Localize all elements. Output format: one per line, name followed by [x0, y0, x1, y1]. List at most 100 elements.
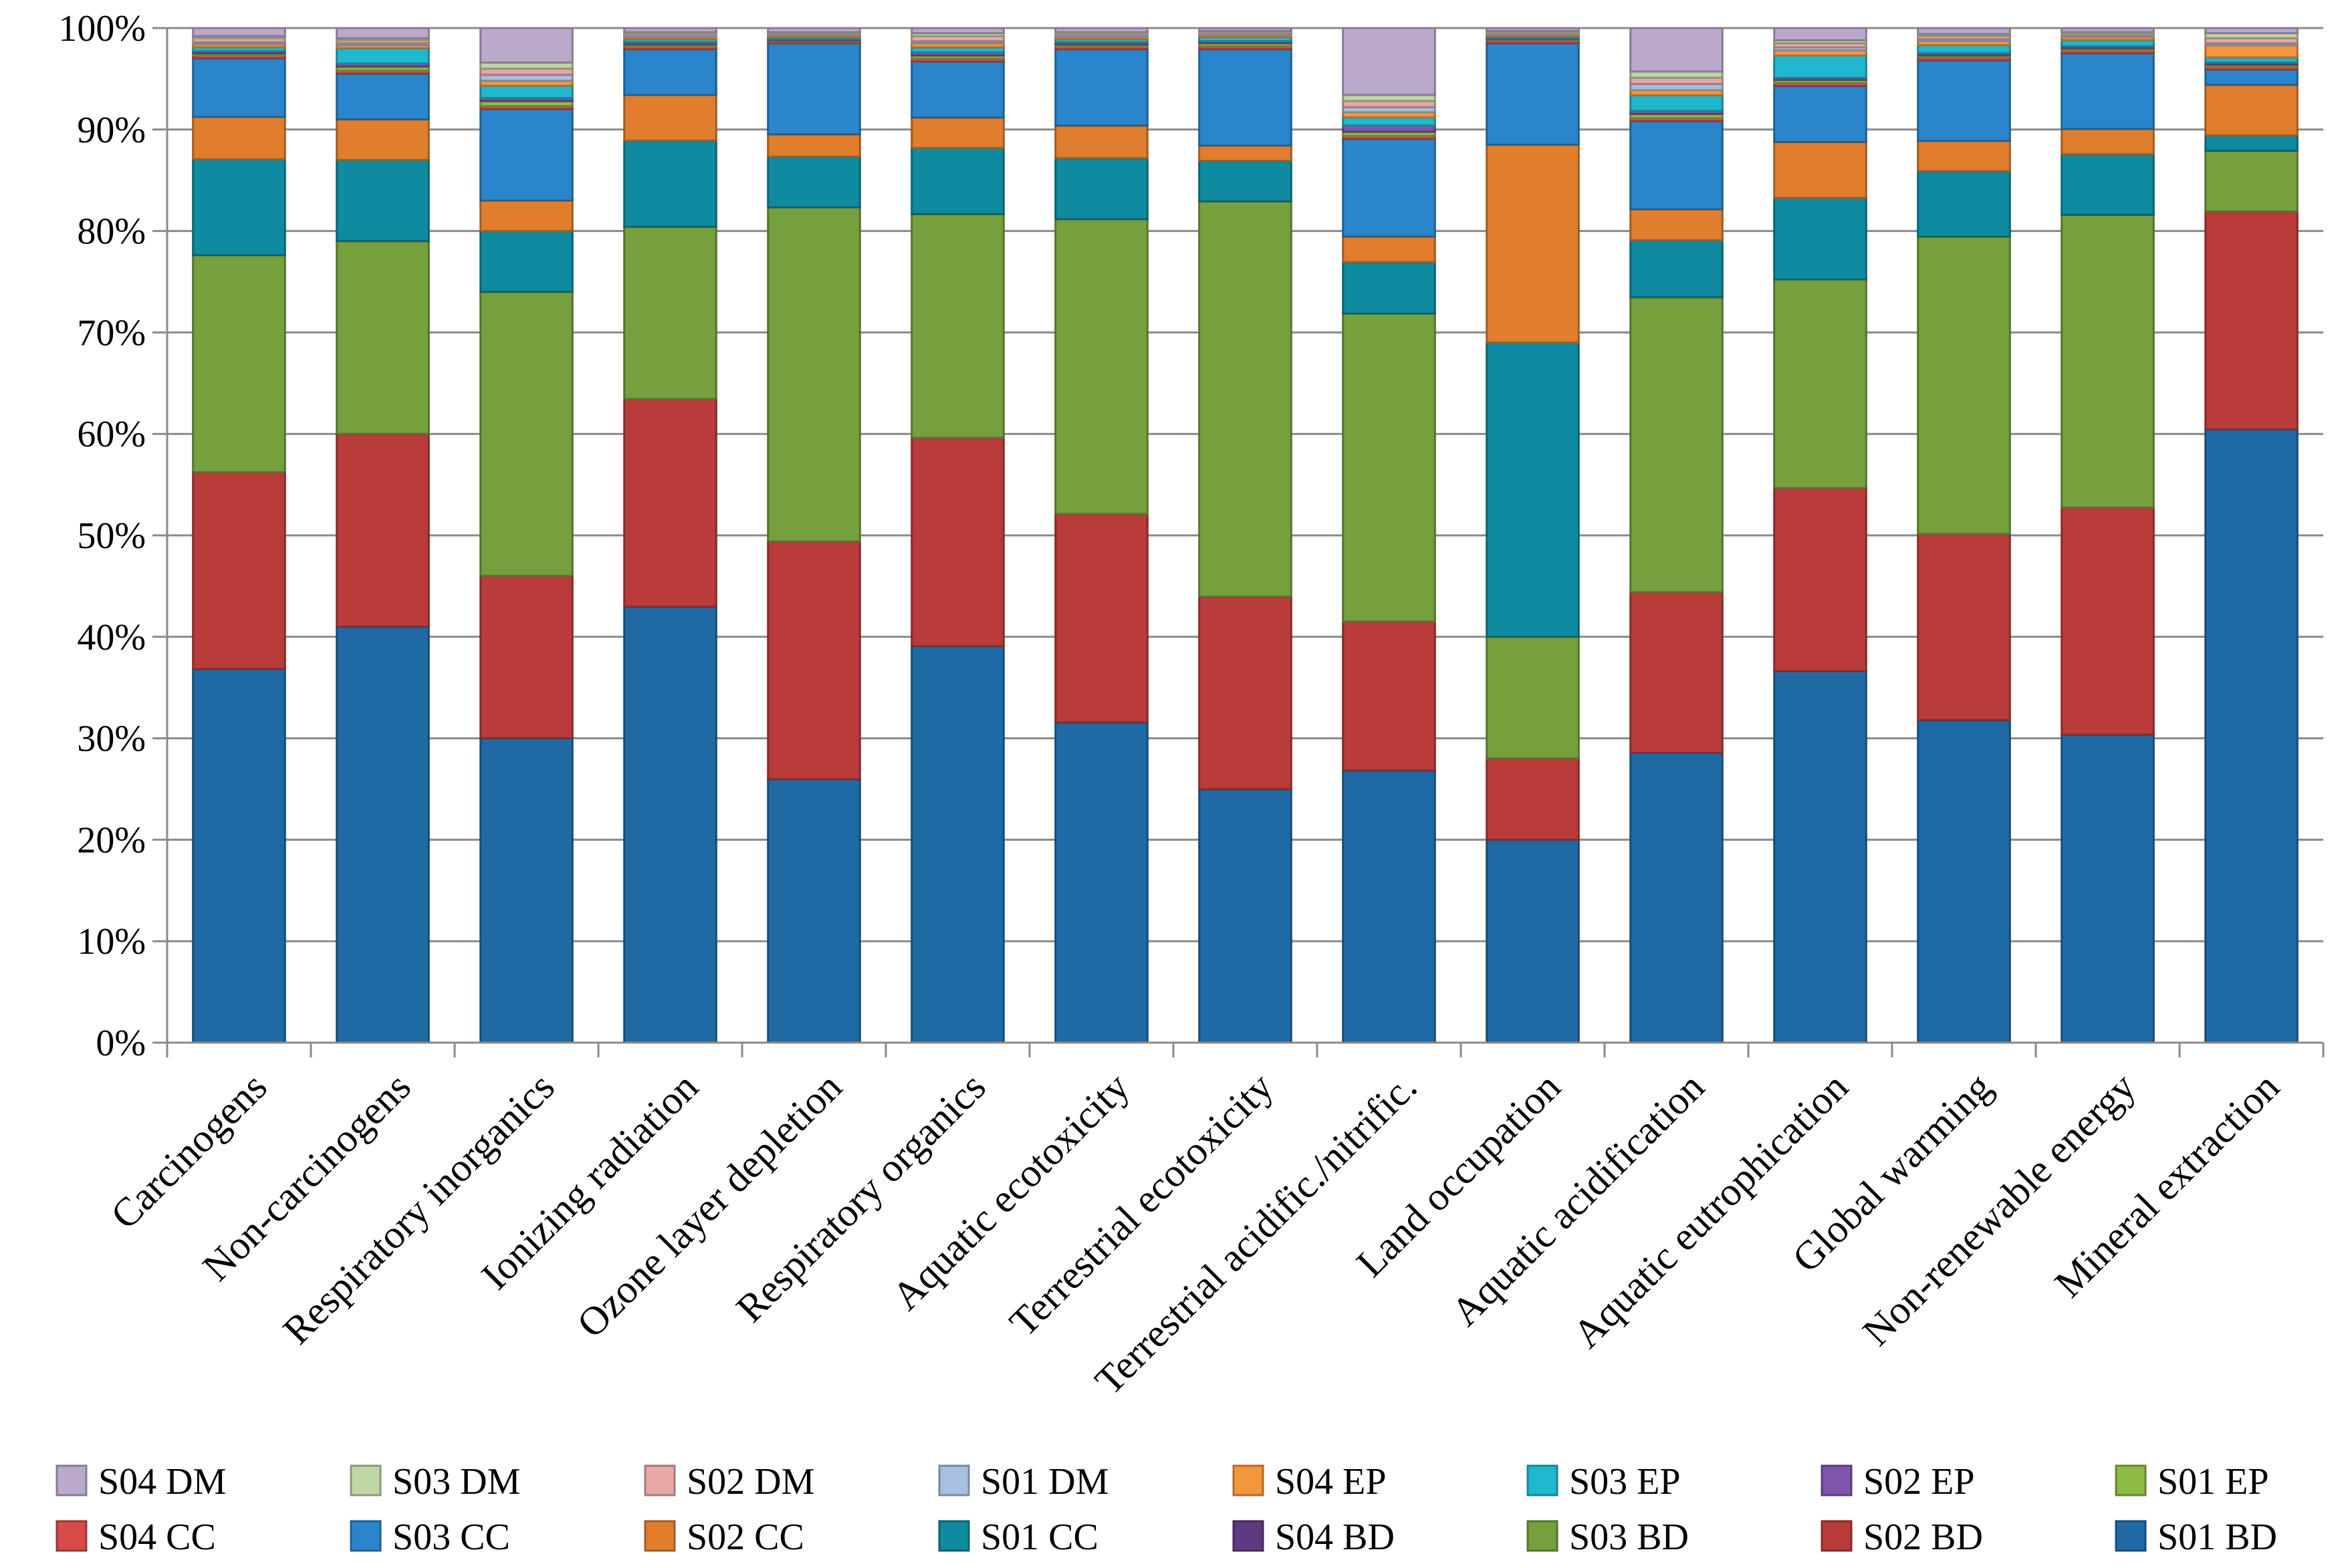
bar-segment-s02-bd	[336, 432, 430, 628]
bar-segment-s03-bd	[1198, 200, 1292, 598]
legend-label: S03 DM	[392, 1461, 520, 1502]
bar-segment-s03-cc	[1629, 120, 1724, 211]
bar-segment-s02-cc	[2204, 84, 2299, 137]
legend: S04 DM S03 DM S02 DM S01 DM S04 EP S03 EP S02 …	[55, 1461, 2277, 1558]
bar-segment-s04-dm	[1198, 27, 1292, 33]
bar-segment-s01-cc	[1054, 157, 1149, 221]
y-tick-label: 20%	[77, 819, 146, 861]
bar-segment-s03-bd	[1342, 312, 1436, 623]
bar-segment-s01-bd	[911, 645, 1005, 1044]
category-label: Ozone layer depletion	[568, 1065, 850, 1346]
y-tick-label: 60%	[77, 414, 146, 455]
bar-segment-s03-bd	[1917, 235, 2011, 535]
bar-segment-s04-dm	[1486, 27, 1580, 33]
bars	[192, 27, 2299, 1044]
bar-segment-s01-bd	[767, 778, 861, 1044]
bar-segment-s03-ep	[336, 47, 430, 65]
bar-segment-s03-bd	[2204, 149, 2299, 213]
bar-segment-s02-cc	[911, 116, 1005, 149]
bar-segment-s01-bd	[336, 626, 430, 1044]
bar-segment-s03-bd	[336, 240, 430, 435]
bar-segment-s01-cc	[192, 158, 286, 257]
bar-segment-s02-cc	[1629, 208, 1724, 242]
legend-label: S04 DM	[98, 1461, 226, 1502]
legend-swatch	[55, 1520, 88, 1552]
bar-segment-s01-cc	[336, 158, 430, 243]
bar-segment-s01-bd	[1629, 751, 1724, 1044]
bar-segment-s02-bd	[1773, 487, 1867, 672]
bar-segment-s03-bd	[1773, 278, 1867, 489]
bar-segment-s02-cc	[336, 118, 430, 161]
legend-swatch	[1526, 1520, 1558, 1552]
bar-segment-s01-cc	[767, 155, 861, 209]
bar-segment-s01-bd	[1486, 838, 1580, 1044]
bar-segment-s02-cc	[1917, 140, 2011, 172]
y-tick-label: 50%	[77, 515, 146, 557]
bar-segment-s03-cc	[1054, 48, 1149, 127]
bar-segment-s01-bd	[192, 668, 286, 1044]
bar-segment-s02-bd	[911, 436, 1005, 648]
bar-segment-s04-dm	[192, 27, 286, 37]
y-tick-label: 30%	[77, 718, 146, 760]
bar-segment-s03-cc	[2204, 68, 2299, 86]
bar-segment-s01-bd	[1342, 769, 1436, 1044]
y-tick-label: 10%	[77, 921, 146, 962]
bar-segment-s02-cc	[2061, 128, 2155, 156]
y-tick-label: 80%	[77, 211, 146, 253]
bar-segment-s04-dm	[479, 27, 574, 64]
bar-segment-s04-dm	[1342, 27, 1436, 96]
bar-segment-s03-cc	[1342, 138, 1436, 238]
bar-segment-s04-dm	[1917, 27, 2011, 35]
bar-segment-s03-bd	[192, 254, 286, 474]
bar-segment-s03-cc	[911, 60, 1005, 119]
bar-segment-s02-cc	[767, 133, 861, 158]
bar-segment-s02-cc	[1342, 235, 1436, 263]
legend-swatch	[2115, 1520, 2147, 1552]
bar-segment-s01-bd	[1773, 670, 1867, 1044]
bar-segment-s02-bd	[623, 398, 717, 608]
bar-segment-s04-dm	[1773, 27, 1867, 41]
bar-segment-s03-cc	[479, 108, 574, 202]
legend-swatch	[938, 1520, 970, 1552]
bar-segment-s03-ep	[1773, 54, 1867, 80]
bar-segment-s02-bd	[1629, 591, 1724, 754]
bar-segment-s01-cc	[2204, 134, 2299, 152]
bar-segment-s02-bd	[479, 575, 574, 740]
bar-segment-s01-cc	[1773, 197, 1867, 281]
y-tick-label: 0%	[96, 1023, 146, 1064]
bar-segment-s01-cc	[1486, 342, 1580, 638]
bar-segment-s02-cc	[192, 116, 286, 160]
legend-swatch	[1232, 1464, 1264, 1496]
legend-label: S02 EP	[1863, 1461, 1975, 1502]
legend-swatch	[644, 1464, 676, 1496]
bar-segment-s04-dm	[1054, 27, 1149, 33]
bar-segment-s02-bd	[192, 471, 286, 670]
bar-segment-s03-cc	[1198, 48, 1292, 147]
legend-swatch	[1232, 1520, 1264, 1552]
bar-segment-s01-cc	[2061, 153, 2155, 216]
category-label: Non-renewable energy	[1854, 1065, 2143, 1354]
bar-segment-s03-bd	[2061, 213, 2155, 509]
bar-segment-s02-cc	[1054, 124, 1149, 160]
legend-label: S01 EP	[2157, 1461, 2269, 1502]
bar-segment-s02-bd	[2061, 506, 2155, 736]
legend-swatch	[350, 1464, 382, 1496]
bar-segment-s03-bd	[911, 213, 1005, 439]
bar-segment-s02-cc	[1486, 144, 1580, 344]
bar-segment-s02-bd	[1054, 513, 1149, 724]
bar-segment-s03-cc	[1486, 42, 1580, 146]
legend-label: S02 CC	[687, 1517, 804, 1558]
bar-segment-s03-cc	[336, 72, 430, 121]
bar-segment-s02-cc	[1198, 144, 1292, 162]
bar-segment-s04-dm	[1629, 27, 1724, 73]
category-label: Respiratory inorganics	[275, 1065, 563, 1353]
bar-segment-s04-dm	[336, 27, 430, 39]
legend-label: S02 BD	[1863, 1517, 1983, 1558]
bar-segment-s03-ep	[1629, 94, 1724, 112]
legend-label: S02 DM	[687, 1461, 814, 1502]
bar-segment-s04-dm	[2204, 27, 2299, 35]
legend-swatch	[1821, 1464, 1853, 1496]
legend-label: S03 EP	[1569, 1461, 1681, 1502]
bar-segment-s02-bd	[1917, 533, 2011, 722]
